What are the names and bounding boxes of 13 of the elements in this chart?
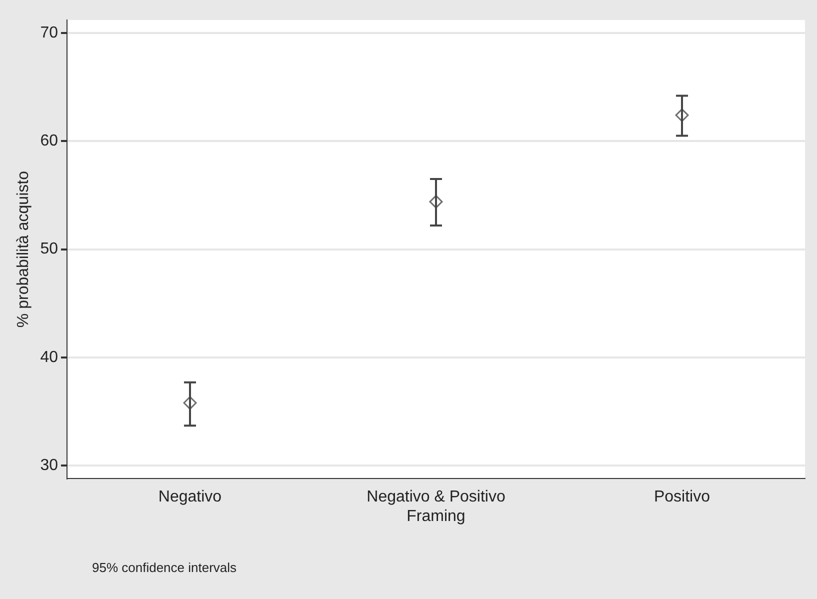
x-tick-label: Negativo & Positivo Framing [366, 488, 506, 525]
x-tick-label: Negativo [158, 488, 222, 506]
x-tick-label: Positivo [654, 488, 710, 506]
y-axis-title: % probabilità acquisto [15, 170, 32, 328]
point [429, 194, 443, 208]
y-tick-label: 50 [40, 240, 58, 258]
y-tick-label: 70 [40, 24, 58, 42]
text: 95% confidence intervals [92, 560, 237, 575]
y-tick-label: 60 [40, 132, 58, 150]
point [675, 108, 689, 122]
point [183, 396, 197, 410]
y-tick-label: 40 [40, 348, 58, 366]
y-tick-label: 30 [40, 457, 58, 474]
